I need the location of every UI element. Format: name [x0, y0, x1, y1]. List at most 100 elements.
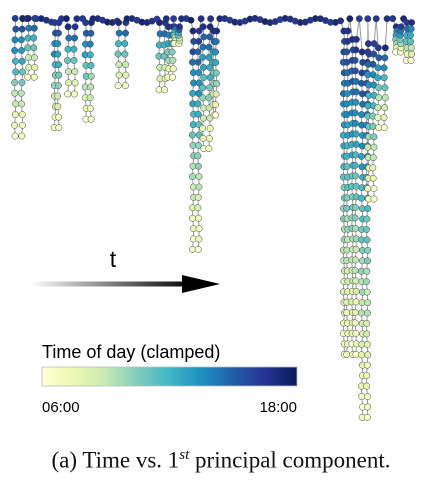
data-point — [86, 105, 94, 112]
data-point — [407, 31, 414, 39]
data-point — [55, 71, 63, 79]
data-point — [65, 79, 73, 87]
data-point — [24, 73, 32, 81]
data-point — [352, 203, 359, 211]
data-point — [115, 19, 123, 27]
data-point — [357, 152, 365, 160]
data-point — [62, 15, 70, 23]
data-point — [381, 54, 389, 62]
data-point — [352, 172, 359, 180]
data-point — [351, 214, 359, 222]
data-point — [187, 16, 195, 24]
data-point — [206, 74, 214, 81]
data-point — [212, 69, 220, 77]
data-point — [343, 48, 351, 56]
time-arrow-head — [182, 275, 220, 293]
data-point — [200, 33, 208, 41]
data-point — [407, 38, 415, 45]
data-point — [114, 40, 122, 48]
data-point — [54, 40, 62, 48]
data-point — [343, 309, 351, 317]
data-point — [17, 36, 25, 44]
data-point — [71, 68, 79, 76]
data-point — [364, 246, 372, 254]
data-point — [11, 47, 19, 54]
colorbar-max-label: 18:00 — [259, 399, 297, 416]
data-point — [200, 63, 207, 71]
data-point — [64, 45, 72, 53]
colorbar-gradient — [41, 366, 298, 387]
data-point — [200, 74, 208, 81]
data-point — [197, 15, 205, 23]
data-point — [19, 121, 26, 129]
data-point — [55, 61, 62, 69]
data-point — [18, 132, 26, 140]
data-point — [64, 23, 72, 31]
data-point — [25, 63, 33, 71]
data-point — [54, 50, 62, 58]
data-point — [369, 164, 377, 172]
data-point — [370, 143, 378, 151]
data-point — [374, 44, 382, 52]
data-point — [199, 43, 207, 51]
data-point — [381, 84, 389, 92]
data-point — [65, 34, 73, 42]
data-point — [64, 56, 71, 64]
data-point — [351, 256, 359, 264]
data-point — [121, 50, 129, 58]
data-point — [343, 246, 351, 254]
data-point — [55, 113, 63, 121]
data-point — [30, 24, 38, 32]
data-point — [363, 413, 371, 421]
data-point — [351, 319, 359, 327]
data-point — [358, 48, 366, 56]
data-point — [370, 133, 378, 141]
data-point — [212, 38, 220, 45]
data-point — [212, 59, 220, 66]
data-point — [374, 74, 382, 82]
data-point — [352, 182, 360, 190]
data-point — [194, 100, 202, 108]
data-point — [343, 163, 351, 171]
data-point — [213, 27, 221, 35]
data-point — [351, 56, 359, 64]
data-point — [122, 29, 129, 37]
data-point — [363, 372, 371, 380]
data-point — [71, 90, 78, 98]
data-point — [206, 84, 213, 92]
data-point — [195, 89, 203, 97]
data-point — [24, 44, 32, 52]
data-point — [372, 15, 380, 23]
data-point — [381, 44, 389, 52]
data-point — [364, 205, 372, 213]
data-point — [195, 235, 203, 243]
data-point — [194, 110, 202, 118]
data-point — [194, 152, 202, 160]
data-point — [30, 34, 38, 42]
data-point — [70, 45, 78, 53]
data-point — [389, 15, 397, 23]
data-point — [363, 278, 370, 286]
data-point — [195, 225, 203, 233]
data-point — [54, 92, 62, 100]
data-point — [189, 27, 197, 35]
data-point — [87, 62, 95, 69]
data-point — [115, 61, 123, 69]
data-point — [380, 114, 388, 122]
data-point — [199, 23, 207, 31]
data-point — [364, 143, 372, 151]
data-point — [352, 277, 360, 285]
data-point — [64, 68, 72, 76]
data-point — [19, 68, 26, 76]
data-point — [114, 82, 122, 90]
data-point — [351, 308, 359, 316]
data-point — [73, 15, 81, 23]
data-point — [18, 47, 25, 54]
data-point — [170, 15, 178, 23]
data-point — [351, 119, 359, 127]
data-point — [206, 33, 214, 41]
data-point — [194, 214, 202, 222]
data-point — [351, 67, 359, 75]
data-point — [176, 23, 183, 31]
data-point — [363, 382, 371, 390]
